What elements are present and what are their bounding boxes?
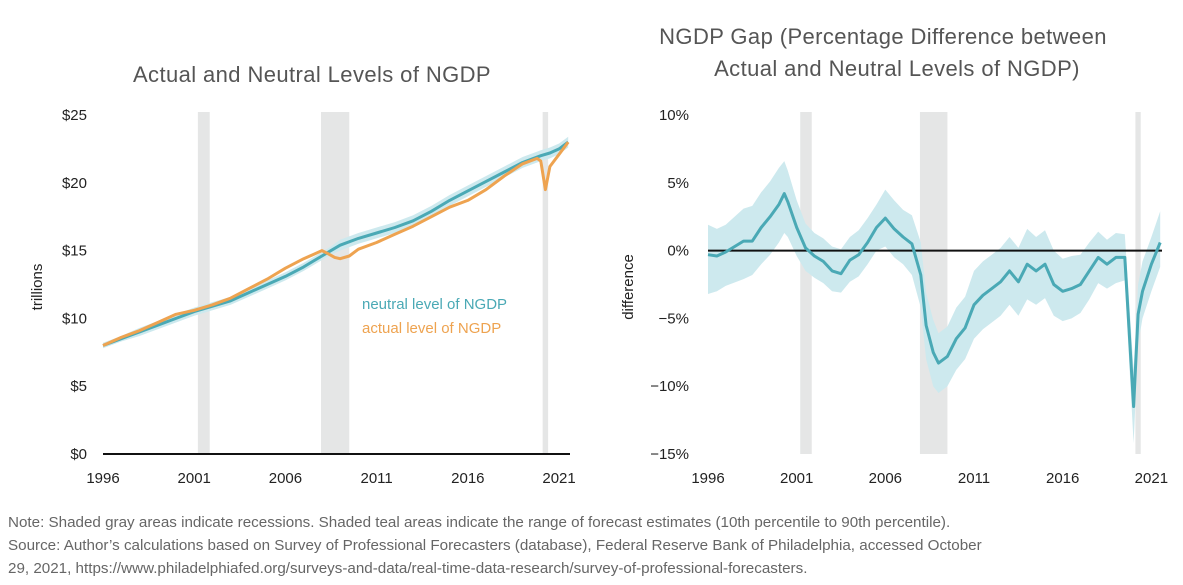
gap-y-tick-label: 0% <box>667 243 689 260</box>
note-recessions: Note: Shaded gray areas indicate recessi… <box>8 514 951 531</box>
gap-recession-band-3 <box>1135 112 1141 454</box>
levels-x-tick-label: 2021 <box>542 470 575 487</box>
levels-recession-band-2 <box>320 112 350 454</box>
levels-recession-shading <box>197 112 549 454</box>
gap-forecast-band <box>708 161 1161 444</box>
levels-x-tick-label: 2006 <box>269 470 302 487</box>
gap-x-tick-labels: 1996 2001 2006 2011 2016 2021 <box>691 470 1168 487</box>
levels-recession-band-3 <box>542 112 549 454</box>
gap-y-tick-label: 10% <box>659 107 689 124</box>
levels-x-tick-labels: 1996 2001 2006 2011 2016 2021 <box>86 470 575 487</box>
note-source: Source: Author’s calculations based on S… <box>8 537 982 554</box>
levels-y-axis-label: trillions <box>29 264 46 311</box>
gap-x-tick-label: 1996 <box>691 470 724 487</box>
gap-x-tick-label: 2016 <box>1046 470 1079 487</box>
levels-chart-title: Actual and Neutral Levels of NGDP <box>133 62 491 87</box>
gap-x-tick-label: 2006 <box>869 470 902 487</box>
levels-y-tick-label: $0 <box>70 446 87 463</box>
levels-chart: Actual and Neutral Levels of NGDP trilli… <box>29 62 576 487</box>
levels-y-tick-label: $10 <box>62 310 87 327</box>
ngdp-gap-line <box>707 192 1162 408</box>
gap-y-tick-label: −10% <box>650 378 689 395</box>
levels-x-tick-label: 2011 <box>361 470 393 487</box>
levels-y-tick-label: $20 <box>62 175 87 192</box>
levels-y-tick-label: $5 <box>70 378 87 395</box>
figure-canvas: Actual and Neutral Levels of NGDP trilli… <box>29 24 1168 487</box>
note-source-url: 29, 2021, https://www.philadelphiafed.or… <box>8 560 808 577</box>
figure-note: Note: Shaded gray areas indicate recessi… <box>8 511 1178 580</box>
gap-y-tick-label: −5% <box>659 310 689 327</box>
gap-y-tick-label: 5% <box>667 175 689 192</box>
levels-x-tick-label: 2001 <box>178 470 211 487</box>
gap-y-tick-label: −15% <box>650 446 689 463</box>
gap-y-axis-label: difference <box>620 254 637 320</box>
gap-x-tick-label: 2011 <box>958 470 990 487</box>
legend-actual-level: actual level of NGDP <box>362 320 501 337</box>
gap-recession-band-1 <box>800 112 812 454</box>
actual-level-line <box>102 141 570 347</box>
levels-y-tick-labels: $0 $5 $10 $15 $20 $25 <box>62 107 87 463</box>
gap-x-tick-label: 2021 <box>1135 470 1168 487</box>
levels-y-tick-label: $25 <box>62 107 87 124</box>
gap-y-tick-labels: 10% 5% 0% −5% −10% −15% <box>650 107 689 463</box>
levels-x-tick-label: 1996 <box>86 470 119 487</box>
levels-x-tick-label: 2016 <box>451 470 484 487</box>
gap-x-tick-label: 2001 <box>780 470 813 487</box>
neutral-level-line <box>102 140 570 347</box>
levels-recession-band-1 <box>197 112 210 454</box>
gap-chart-title-line-1: NGDP Gap (Percentage Difference between <box>659 24 1107 49</box>
gap-chart-title-line-2: Actual and Neutral Levels of NGDP) <box>714 56 1080 81</box>
legend-neutral-level: neutral level of NGDP <box>362 296 507 313</box>
levels-y-tick-label: $15 <box>62 243 87 260</box>
gap-chart: NGDP Gap (Percentage Difference between … <box>620 24 1168 487</box>
